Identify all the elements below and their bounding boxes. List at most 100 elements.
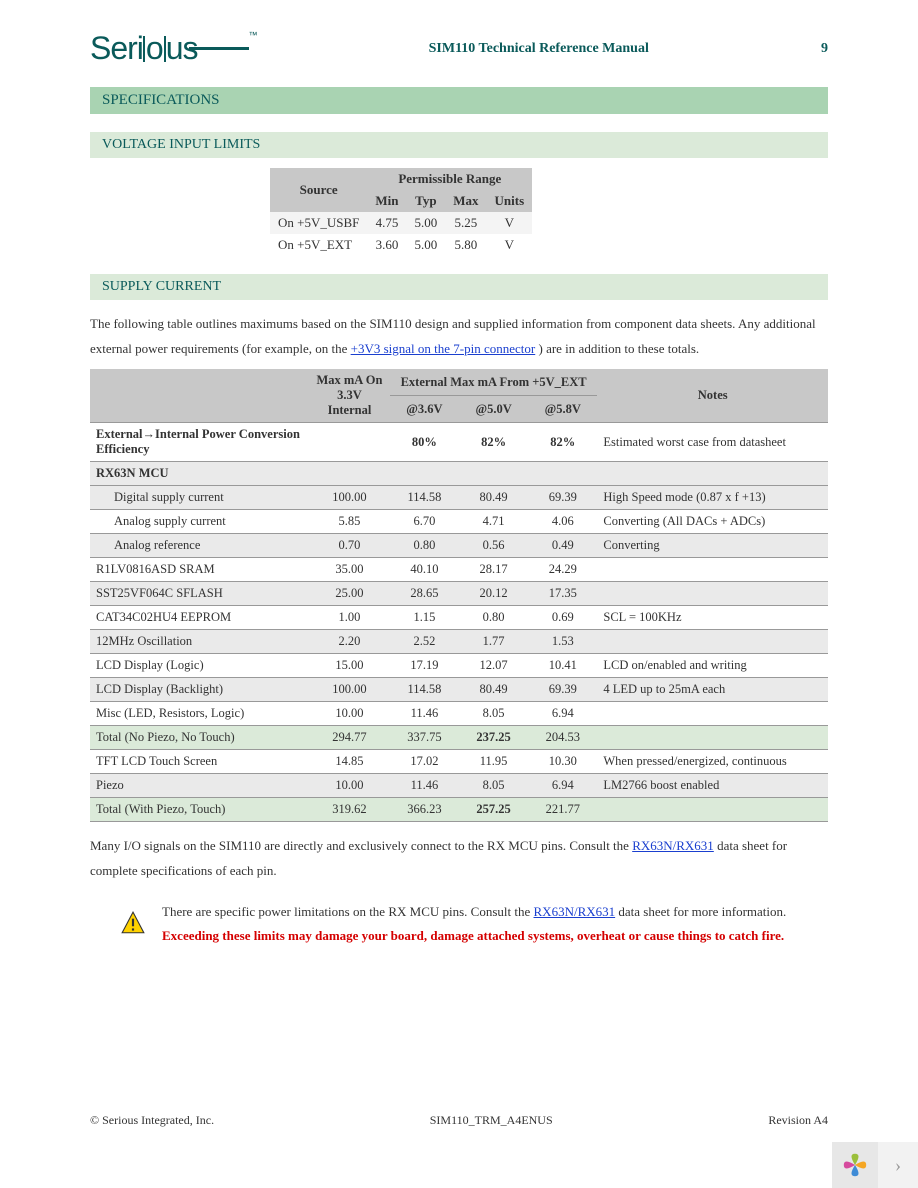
table-cell: 0.80 xyxy=(390,534,459,558)
table-cell: 1.77 xyxy=(459,630,528,654)
supply-current-table: Max mA On 3.3V Internal External Max mA … xyxy=(90,369,828,822)
table-cell: 17.35 xyxy=(528,582,597,606)
table-cell xyxy=(309,462,390,486)
table-cell: 319.62 xyxy=(309,798,390,822)
table-cell: 69.39 xyxy=(528,678,597,702)
table-cell: 4.06 xyxy=(528,510,597,534)
col-58v: @5.8V xyxy=(528,396,597,423)
page-number: 9 xyxy=(821,41,828,57)
table-cell: 366.23 xyxy=(390,798,459,822)
table-cell: 0.56 xyxy=(459,534,528,558)
table-cell: Analog supply current xyxy=(90,510,309,534)
logo: Serious™ xyxy=(90,30,257,67)
table-cell: 1.00 xyxy=(309,606,390,630)
table-cell: 0.69 xyxy=(528,606,597,630)
table-row: External→Internal Power Conversion Effic… xyxy=(90,423,828,462)
col-ext-max: External Max mA From +5V_EXT xyxy=(390,369,598,395)
table-cell: Digital supply current xyxy=(90,486,309,510)
table-cell: 337.75 xyxy=(390,726,459,750)
table-cell: 5.80 xyxy=(445,234,486,256)
table-cell: V xyxy=(487,212,533,234)
table-cell xyxy=(597,798,828,822)
table-cell: 1.53 xyxy=(528,630,597,654)
io-paragraph: Many I/O signals on the SIM110 are direc… xyxy=(90,834,828,883)
table-cell: Misc (LED, Resistors, Logic) xyxy=(90,702,309,726)
link-3v3-signal[interactable]: +3V3 signal on the 7-pin connector xyxy=(351,341,536,356)
table-cell: 0.70 xyxy=(309,534,390,558)
col-50v: @5.0V xyxy=(459,396,528,423)
col-min: Min xyxy=(367,190,406,212)
table-cell: 5.00 xyxy=(407,212,446,234)
table-cell xyxy=(597,630,828,654)
table-cell: 257.25 xyxy=(459,798,528,822)
table-cell: 237.25 xyxy=(459,726,528,750)
col-max: Max xyxy=(445,190,486,212)
table-cell: 69.39 xyxy=(528,486,597,510)
table-row: R1LV0816ASD SRAM35.0040.1028.1724.29 xyxy=(90,558,828,582)
table-cell: SCL = 100KHz xyxy=(597,606,828,630)
table-cell: 8.05 xyxy=(459,774,528,798)
table-row: Total (No Piezo, No Touch)294.77337.7523… xyxy=(90,726,828,750)
table-cell: 4.75 xyxy=(367,212,406,234)
voltage-table-body: On +5V_USBF4.755.005.25VOn +5V_EXT3.605.… xyxy=(270,212,532,256)
table-cell: 80.49 xyxy=(459,486,528,510)
table-cell: On +5V_USBF xyxy=(270,212,367,234)
table-cell: 40.10 xyxy=(390,558,459,582)
table-cell xyxy=(597,558,828,582)
table-cell: 14.85 xyxy=(309,750,390,774)
footer-docid: SIM110_TRM_A4ENUS xyxy=(430,1113,553,1128)
table-cell: 10.00 xyxy=(309,774,390,798)
table-cell: 10.30 xyxy=(528,750,597,774)
table-row: On +5V_USBF4.755.005.25V xyxy=(270,212,532,234)
link-rx63n[interactable]: RX63N/RX631 xyxy=(632,838,714,853)
table-cell: R1LV0816ASD SRAM xyxy=(90,558,309,582)
table-cell: 6.70 xyxy=(390,510,459,534)
table-cell: 10.00 xyxy=(309,702,390,726)
table-row: SST25VF064C SFLASH25.0028.6520.1217.35 xyxy=(90,582,828,606)
table-cell: 1.15 xyxy=(390,606,459,630)
widget-next-button[interactable]: › xyxy=(878,1142,918,1188)
table-cell: 2.52 xyxy=(390,630,459,654)
table-cell xyxy=(528,462,597,486)
table-cell: 114.58 xyxy=(390,678,459,702)
table-cell xyxy=(390,462,459,486)
table-cell: LCD Display (Logic) xyxy=(90,654,309,678)
table-cell: External→Internal Power Conversion Effic… xyxy=(90,423,309,462)
page-header: Serious™ SIM110 Technical Reference Manu… xyxy=(90,30,828,67)
table-row: Piezo10.0011.468.056.94LM2766 boost enab… xyxy=(90,774,828,798)
table-cell: 100.00 xyxy=(309,486,390,510)
table-row: Misc (LED, Resistors, Logic)10.0011.468.… xyxy=(90,702,828,726)
table-cell: 2.20 xyxy=(309,630,390,654)
link-rx63n-warn[interactable]: RX63N/RX631 xyxy=(534,904,616,919)
table-cell: 15.00 xyxy=(309,654,390,678)
table-cell: SST25VF064C SFLASH xyxy=(90,582,309,606)
table-cell: V xyxy=(487,234,533,256)
table-cell: 28.17 xyxy=(459,558,528,582)
table-cell: Total (No Piezo, No Touch) xyxy=(90,726,309,750)
table-row: LCD Display (Logic)15.0017.1912.0710.41L… xyxy=(90,654,828,678)
table-cell: 20.12 xyxy=(459,582,528,606)
footer-revision: Revision A4 xyxy=(768,1113,828,1128)
table-cell: Total (With Piezo, Touch) xyxy=(90,798,309,822)
table-cell: 82% xyxy=(528,423,597,462)
section-specifications: SPECIFICATIONS xyxy=(90,87,828,114)
table-cell: 24.29 xyxy=(528,558,597,582)
warning-text: There are specific power limitations on … xyxy=(162,900,828,949)
table-cell: 11.95 xyxy=(459,750,528,774)
table-cell: Analog reference xyxy=(90,534,309,558)
table-cell: 82% xyxy=(459,423,528,462)
table-row: Analog supply current5.856.704.714.06Con… xyxy=(90,510,828,534)
table-cell: High Speed mode (0.87 x f +13) xyxy=(597,486,828,510)
para2-a: Many I/O signals on the SIM110 are direc… xyxy=(90,838,632,853)
table-cell: 3.60 xyxy=(367,234,406,256)
warning-icon xyxy=(120,910,146,949)
table-cell: Converting xyxy=(597,534,828,558)
table-cell: When pressed/energized, continuous xyxy=(597,750,828,774)
table-cell: LM2766 boost enabled xyxy=(597,774,828,798)
widget-logo-icon[interactable] xyxy=(832,1142,878,1188)
supply-intro-paragraph: The following table outlines maximums ba… xyxy=(90,312,828,361)
table-cell: On +5V_EXT xyxy=(270,234,367,256)
table-cell: 6.94 xyxy=(528,702,597,726)
table-row: 12MHz Oscillation2.202.521.771.53 xyxy=(90,630,828,654)
warn-a: There are specific power limitations on … xyxy=(162,904,534,919)
